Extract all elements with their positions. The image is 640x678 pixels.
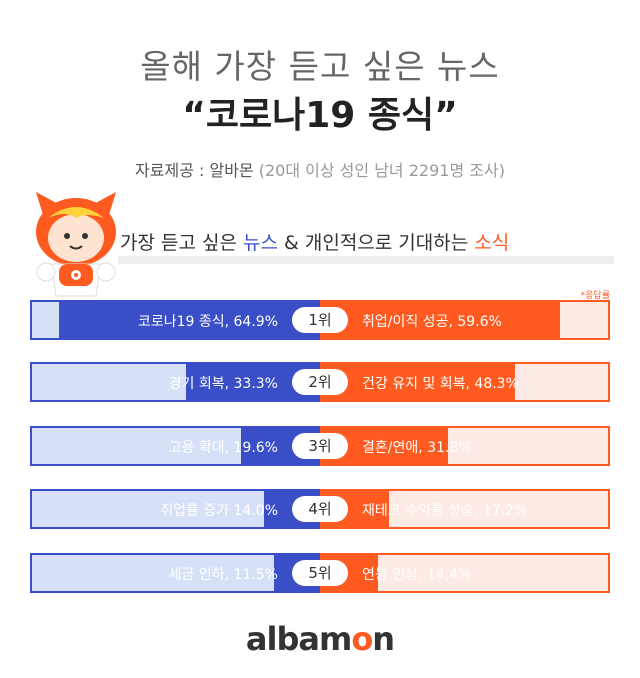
news-bar-label: 세금 인하, 11.5% — [168, 567, 278, 583]
hope-bar-label: 건강 유지 및 회복, 48.3% — [362, 376, 519, 392]
hope-bar-label: 재테크 수익률 상승, 17.2% — [362, 503, 528, 519]
news-bar-track: 코로나19 종식, 64.9% — [30, 300, 320, 340]
rank-badge: 5위 — [292, 560, 348, 586]
title-line-2: “코로나19 종식” — [182, 95, 458, 136]
hope-bar — [320, 302, 561, 338]
title-line-1: 올해 가장 듣고 싶은 뉴스 — [140, 47, 500, 86]
logo-text-o: o — [351, 620, 373, 658]
hope-bar-label: 결혼/연애, 31.8% — [362, 440, 472, 456]
hope-bar-label: 취업/이직 성공, 59.6% — [362, 314, 502, 330]
source-credit: 자료제공 : 알바몬 (20대 이상 성인 남녀 2291명 조사) — [0, 157, 640, 181]
mascot-illustration — [36, 192, 116, 297]
hope-bar-label: 연봉 인상, 14.4% — [362, 567, 472, 583]
rank-row: 코로나19 종식, 64.9% 취업/이직 성공, 59.6% 1위 — [30, 300, 610, 340]
hope-bar-track: 연봉 인상, 14.4% — [320, 553, 610, 593]
news-bar-label: 코로나19 종식, 64.9% — [137, 314, 278, 330]
response-rate-note: *응답률 — [580, 291, 610, 301]
news-bar — [58, 302, 320, 338]
rank-row: 세금 인하, 11.5% 연봉 인상, 14.4% 5위 — [30, 553, 610, 593]
news-bar-label: 경기 회복, 33.3% — [168, 376, 278, 392]
subtitle-underline — [118, 256, 614, 264]
albamon-logo: albamon — [0, 620, 640, 658]
subtitle-news-word: 뉴스 — [243, 232, 278, 254]
news-bar-track: 세금 인하, 11.5% — [30, 553, 320, 593]
subtitle-part-1: 가장 듣고 싶은 — [120, 232, 243, 254]
hope-bar-track: 취업/이직 성공, 59.6% — [320, 300, 610, 340]
hope-bar-track: 건강 유지 및 회복, 48.3% — [320, 362, 610, 402]
rank-row: 경기 회복, 33.3% 건강 유지 및 회복, 48.3% 2위 — [30, 362, 610, 402]
rank-badge: 1위 — [292, 307, 348, 333]
hope-bar — [320, 364, 515, 400]
news-bar-label: 취업률 증가 14.0% — [160, 503, 278, 519]
source-label: 자료제공 : 알바몬 — [135, 161, 254, 180]
hope-bar-track: 결혼/연애, 31.8% — [320, 426, 610, 466]
logo-text-1: albam — [245, 620, 352, 658]
news-bar-track: 경기 회복, 33.3% — [30, 362, 320, 402]
rank-row: 고용 확대, 19.6% 결혼/연애, 31.8% 3위 — [30, 426, 610, 466]
chart-subtitle: 가장 듣고 싶은 뉴스 & 개인적으로 기대하는 소식 — [120, 228, 620, 255]
hope-bar-track: 재테크 수익률 상승, 17.2% — [320, 489, 610, 529]
rank-badge: 3위 — [292, 433, 348, 459]
logo-text-2: n — [372, 620, 395, 658]
news-bar-track: 고용 확대, 19.6% — [30, 426, 320, 466]
subtitle-good-news-word: 소식 — [474, 232, 510, 254]
subtitle-part-2: & 개인적으로 기대하는 — [277, 232, 475, 254]
news-bar-label: 고용 확대, 19.6% — [168, 440, 278, 456]
rank-badge: 2위 — [292, 369, 348, 395]
news-bar-track: 취업률 증가 14.0% — [30, 489, 320, 529]
source-detail: (20대 이상 성인 남녀 2291명 조사) — [258, 161, 505, 180]
rank-row: 취업률 증가 14.0% 재테크 수익률 상승, 17.2% 4위 — [30, 489, 610, 529]
rank-badge: 4위 — [292, 496, 348, 522]
